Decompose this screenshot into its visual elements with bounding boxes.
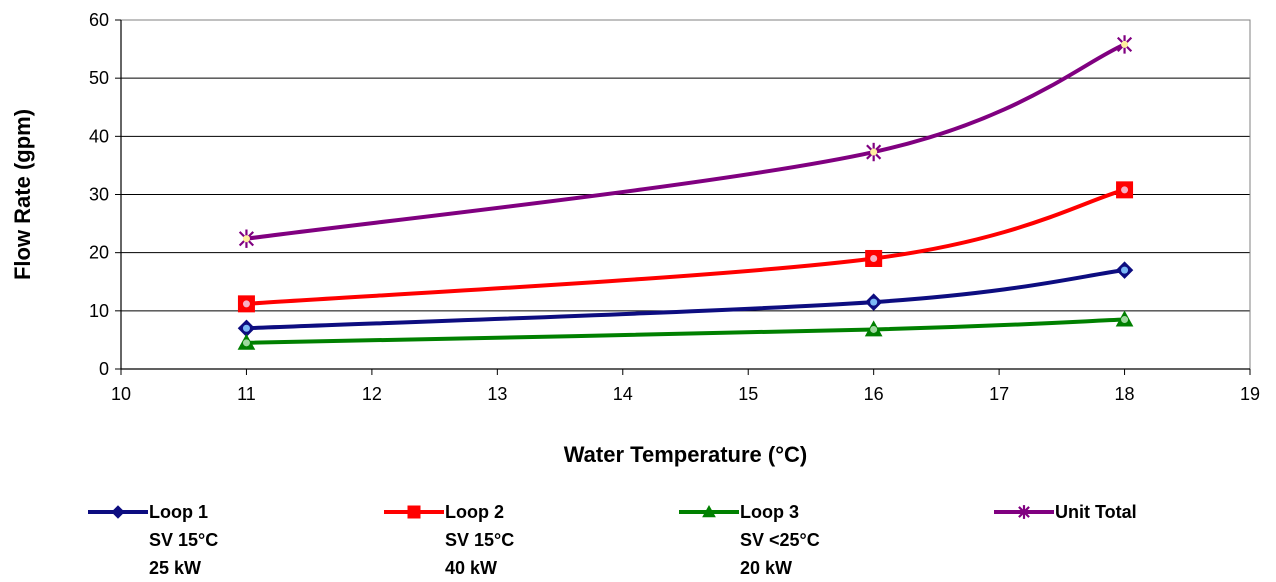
data-point-highlight — [1121, 266, 1129, 274]
legend-item: Loop 1 SV 15°C 25 kW — [88, 502, 218, 578]
y-tick-label: 20 — [89, 243, 109, 263]
legend-label: Loop 2 — [445, 502, 504, 522]
legend-item: Unit Total — [994, 502, 1137, 522]
legend-marker — [407, 505, 421, 519]
x-tick-label: 14 — [613, 384, 633, 404]
data-point-highlight — [870, 325, 878, 333]
series-unit-total — [238, 35, 1133, 248]
data-point-highlight — [242, 339, 250, 347]
legend-detail: SV 15°C — [445, 530, 514, 550]
series-line — [246, 187, 1126, 306]
legend-item: Loop 3 SV <25°C 20 kW — [679, 502, 820, 578]
x-tick-label: 13 — [487, 384, 507, 404]
series-line — [246, 268, 1125, 331]
legend-marker — [111, 505, 125, 519]
y-tick-label: 30 — [89, 185, 109, 205]
legend-detail: 20 kW — [740, 558, 792, 578]
legend-detail: 40 kW — [445, 558, 497, 578]
series-loop-1 — [237, 261, 1134, 337]
legend-label: Loop 1 — [149, 502, 208, 522]
data-point-highlight — [242, 324, 250, 332]
legend-marker — [702, 504, 716, 518]
y-tick-label: 10 — [89, 301, 109, 321]
grid-lines — [121, 19, 1250, 312]
data-point-highlight — [870, 148, 878, 156]
series-line — [246, 42, 1126, 241]
legend-label: Unit Total — [1055, 502, 1137, 522]
legend-detail: 25 kW — [149, 558, 201, 578]
data-point-highlight — [870, 298, 878, 306]
legend-marker — [1018, 505, 1030, 519]
x-tick-label: 12 — [362, 384, 382, 404]
data-point-highlight — [1121, 316, 1129, 324]
series-loop-2 — [237, 181, 1134, 313]
data-point-highlight — [242, 300, 250, 308]
y-axis-title: Flow Rate (gpm) — [10, 109, 35, 280]
x-tick-label: 19 — [1240, 384, 1260, 404]
x-tick-label: 10 — [111, 384, 131, 404]
data-point-highlight — [870, 254, 878, 262]
x-tick-label: 18 — [1115, 384, 1135, 404]
x-tick-label: 15 — [738, 384, 758, 404]
series-line — [246, 317, 1125, 345]
data-point-highlight — [242, 235, 250, 243]
series-loop-3 — [237, 310, 1134, 350]
legend-label: Loop 3 — [740, 502, 799, 522]
legend-detail: SV <25°C — [740, 530, 820, 550]
x-axis-title: Water Temperature (°C) — [564, 442, 808, 467]
y-tick-label: 40 — [89, 126, 109, 146]
x-tick-label: 11 — [237, 384, 256, 404]
legend-item: Loop 2 SV 15°C 40 kW — [384, 502, 514, 578]
y-tick-label: 60 — [89, 10, 109, 30]
legend-detail: SV 15°C — [149, 530, 218, 550]
y-tick-label: 0 — [99, 359, 109, 379]
y-tick-label: 50 — [89, 68, 109, 88]
data-point-highlight — [1121, 186, 1129, 194]
series-layer — [237, 35, 1134, 350]
x-tick-label: 17 — [989, 384, 1009, 404]
data-point-highlight — [1121, 40, 1129, 48]
x-tick-label: 16 — [864, 384, 884, 404]
